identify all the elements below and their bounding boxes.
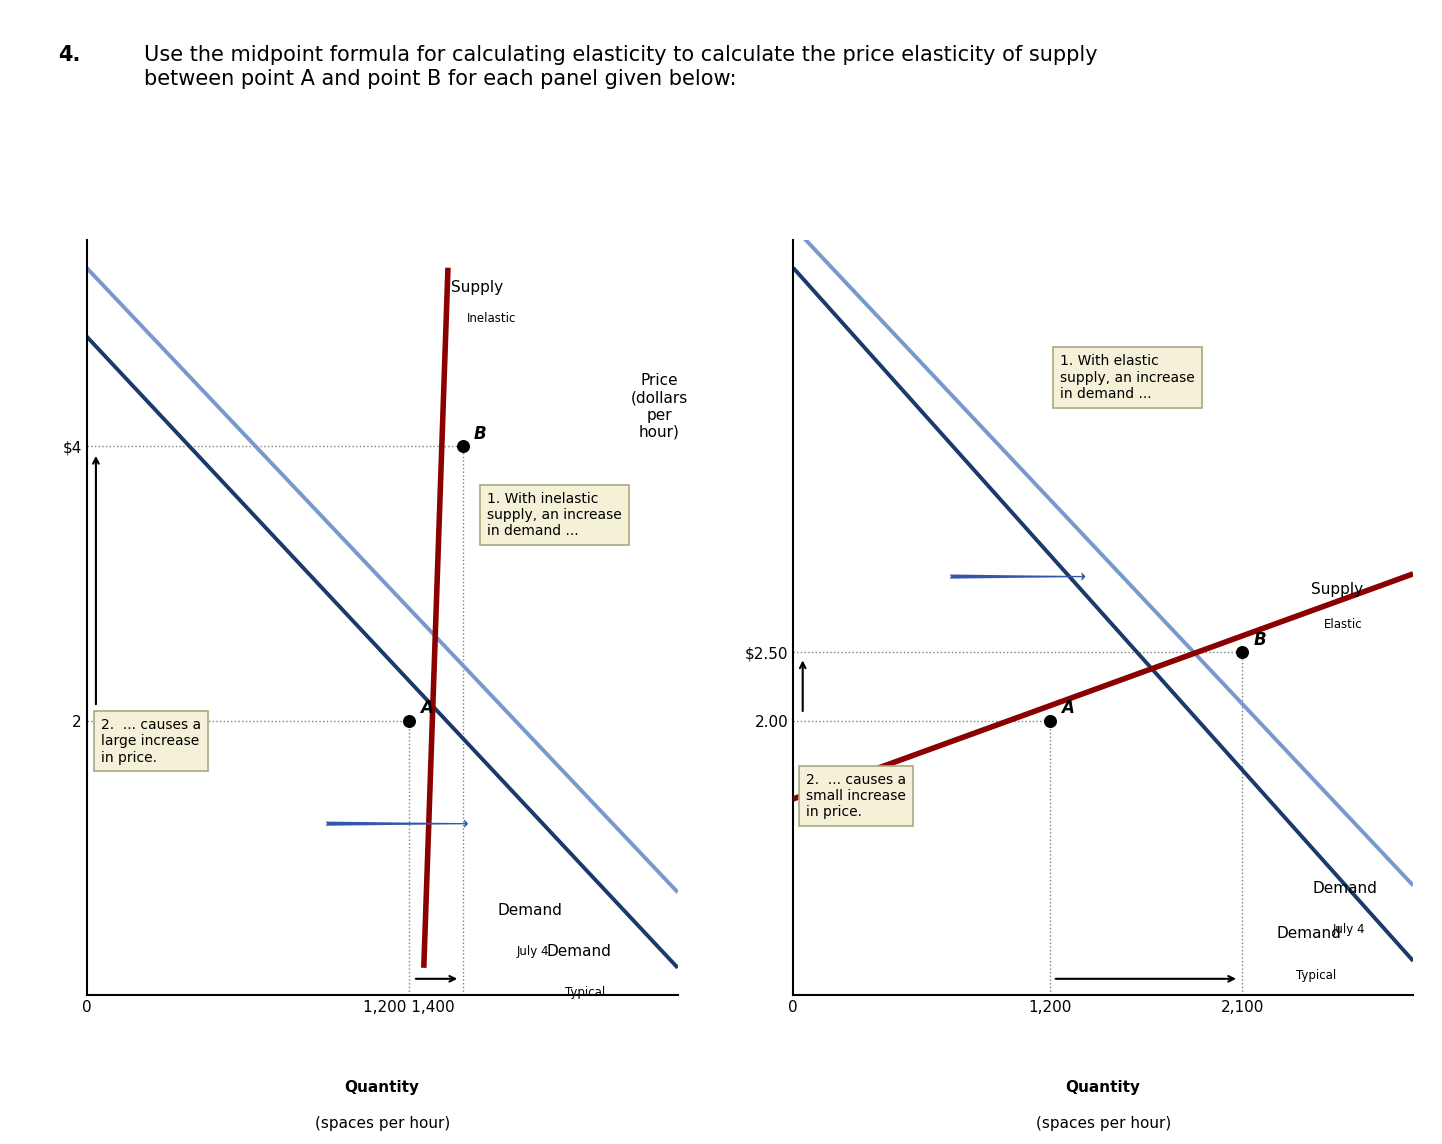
Text: 2.  ... causes a
small increase
in price.: 2. ... causes a small increase in price. xyxy=(806,773,906,819)
Text: Demand: Demand xyxy=(1276,925,1341,942)
Text: Supply: Supply xyxy=(1311,582,1363,597)
Text: Inelastic: Inelastic xyxy=(467,312,516,325)
Text: (spaces per hour): (spaces per hour) xyxy=(1035,1117,1171,1131)
Text: July 4: July 4 xyxy=(516,945,549,959)
Text: Elastic: Elastic xyxy=(1324,618,1363,631)
Text: Quantity: Quantity xyxy=(345,1080,420,1096)
Text: July 4: July 4 xyxy=(1332,923,1366,936)
Point xyxy=(398,712,421,730)
Point xyxy=(451,437,474,455)
Text: B: B xyxy=(473,424,486,443)
Text: 2.  ... causes a
large increase
in price.: 2. ... causes a large increase in price. xyxy=(101,718,202,764)
Text: Demand: Demand xyxy=(1312,881,1377,896)
Text: 1. With elastic
supply, an increase
in demand ...: 1. With elastic supply, an increase in d… xyxy=(1060,355,1195,400)
Text: 1. With inelastic
supply, an increase
in demand ...: 1. With inelastic supply, an increase in… xyxy=(487,492,622,538)
Text: Typical: Typical xyxy=(1296,969,1337,982)
Point xyxy=(1230,643,1253,661)
Y-axis label: Price
(dollars
per
hour): Price (dollars per hour) xyxy=(630,373,688,440)
Text: Quantity: Quantity xyxy=(1066,1080,1141,1096)
Text: Use the midpoint formula for calculating elasticity to calculate the price elast: Use the midpoint formula for calculating… xyxy=(144,46,1097,88)
Text: A: A xyxy=(1061,699,1074,717)
Text: Demand: Demand xyxy=(547,944,611,959)
Text: (spaces per hour): (spaces per hour) xyxy=(314,1117,450,1131)
Text: B: B xyxy=(1253,630,1266,649)
Text: A: A xyxy=(420,699,433,717)
Text: 4.: 4. xyxy=(58,46,81,65)
Text: Demand: Demand xyxy=(497,903,562,917)
Text: Supply: Supply xyxy=(451,280,503,295)
Text: Typical: Typical xyxy=(565,986,606,1000)
Point xyxy=(1038,712,1061,730)
